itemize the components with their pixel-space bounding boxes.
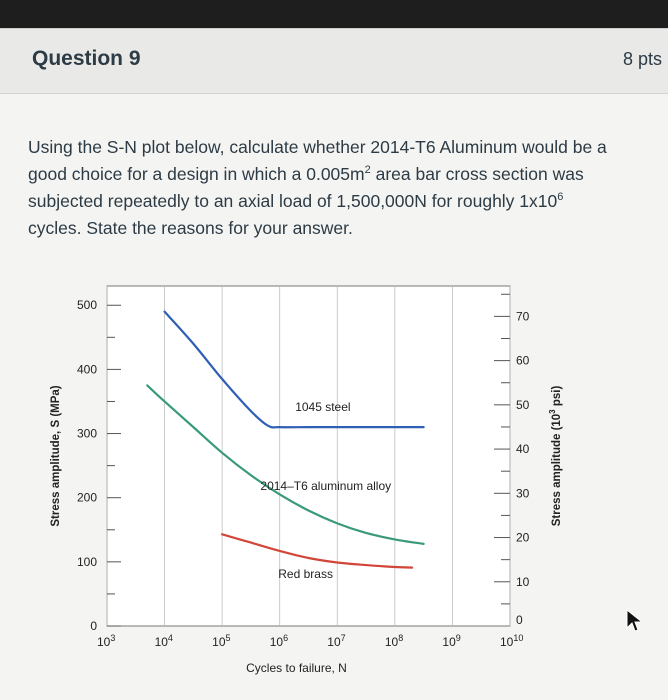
- x-tick-label: 109: [442, 633, 460, 649]
- series-line-steel: [163, 310, 425, 429]
- left-tick-label: 100: [77, 555, 97, 569]
- right-tick-label: 0: [516, 613, 523, 627]
- x-tick-label: 106: [270, 633, 288, 649]
- x-tick-label: 104: [155, 633, 173, 649]
- right-tick-label: 80: [516, 276, 530, 279]
- superscript: 2: [364, 164, 371, 177]
- question-line-text: good choice for a design in which a 0.00…: [28, 164, 365, 184]
- series-label-steel: 1045 steel: [295, 400, 350, 414]
- question-line: cycles. State the reasons for your answe…: [28, 215, 668, 242]
- series-label-brass: Red brass: [278, 567, 333, 581]
- right-tick-label: 20: [516, 531, 530, 545]
- series-line-aluminum: [146, 384, 425, 545]
- x-tick-label: 103: [97, 633, 115, 649]
- left-axis-title: Stress amplitude, S (MPa): [50, 385, 62, 526]
- right-tick-label: 50: [516, 398, 530, 412]
- question-header: Question 9 8 pts: [0, 28, 668, 94]
- right-axis-title: Stress amplitude (103 psi): [548, 386, 563, 527]
- question-title: Question 9: [32, 47, 141, 70]
- left-tick-label: 200: [77, 491, 97, 505]
- x-tick-label: 1010: [500, 633, 523, 649]
- question-line: good choice for a design in which a 0.00…: [28, 161, 668, 188]
- x-tick-label: 107: [327, 633, 345, 649]
- question-points: 8 pts: [622, 49, 662, 69]
- question-text: Using the S-N plot below, calculate whet…: [28, 134, 668, 242]
- sn-chart: 0100200300400500102030405060708001031041…: [50, 276, 563, 675]
- left-tick-label: 300: [77, 427, 97, 441]
- left-tick-label: 0: [90, 619, 97, 633]
- right-tick-label: 30: [516, 486, 530, 500]
- question-line-text: cycles. State the reasons for your answe…: [28, 218, 353, 238]
- question-line: subjected repeatedly to an axial load of…: [28, 188, 668, 215]
- question-line: Using the S-N plot below, calculate whet…: [28, 134, 668, 161]
- x-tick-label: 108: [385, 633, 403, 649]
- question-line-text: area bar cross section was: [370, 164, 584, 184]
- right-tick-label: 70: [516, 309, 530, 323]
- right-tick-label: 60: [516, 354, 530, 368]
- mouse-cursor-icon: [626, 608, 644, 632]
- right-tick-label: 40: [516, 442, 530, 456]
- x-axis-title: Cycles to failure, N: [246, 661, 347, 675]
- series-label-aluminum: 2014–T6 aluminum alloy: [260, 479, 391, 493]
- question-line-text: Using the S-N plot below, calculate whet…: [28, 137, 607, 157]
- plot-area: [106, 285, 511, 627]
- series-line-brass: [221, 533, 414, 569]
- question-line-text: subjected repeatedly to an axial load of…: [28, 191, 558, 211]
- question-card: Question 9 8 pts Using the S-N plot belo…: [0, 28, 668, 700]
- left-tick-label: 500: [77, 298, 97, 312]
- superscript: 6: [557, 191, 564, 204]
- right-tick-label: 10: [516, 575, 530, 589]
- left-tick-label: 400: [77, 362, 97, 376]
- x-tick-label: 105: [212, 633, 230, 649]
